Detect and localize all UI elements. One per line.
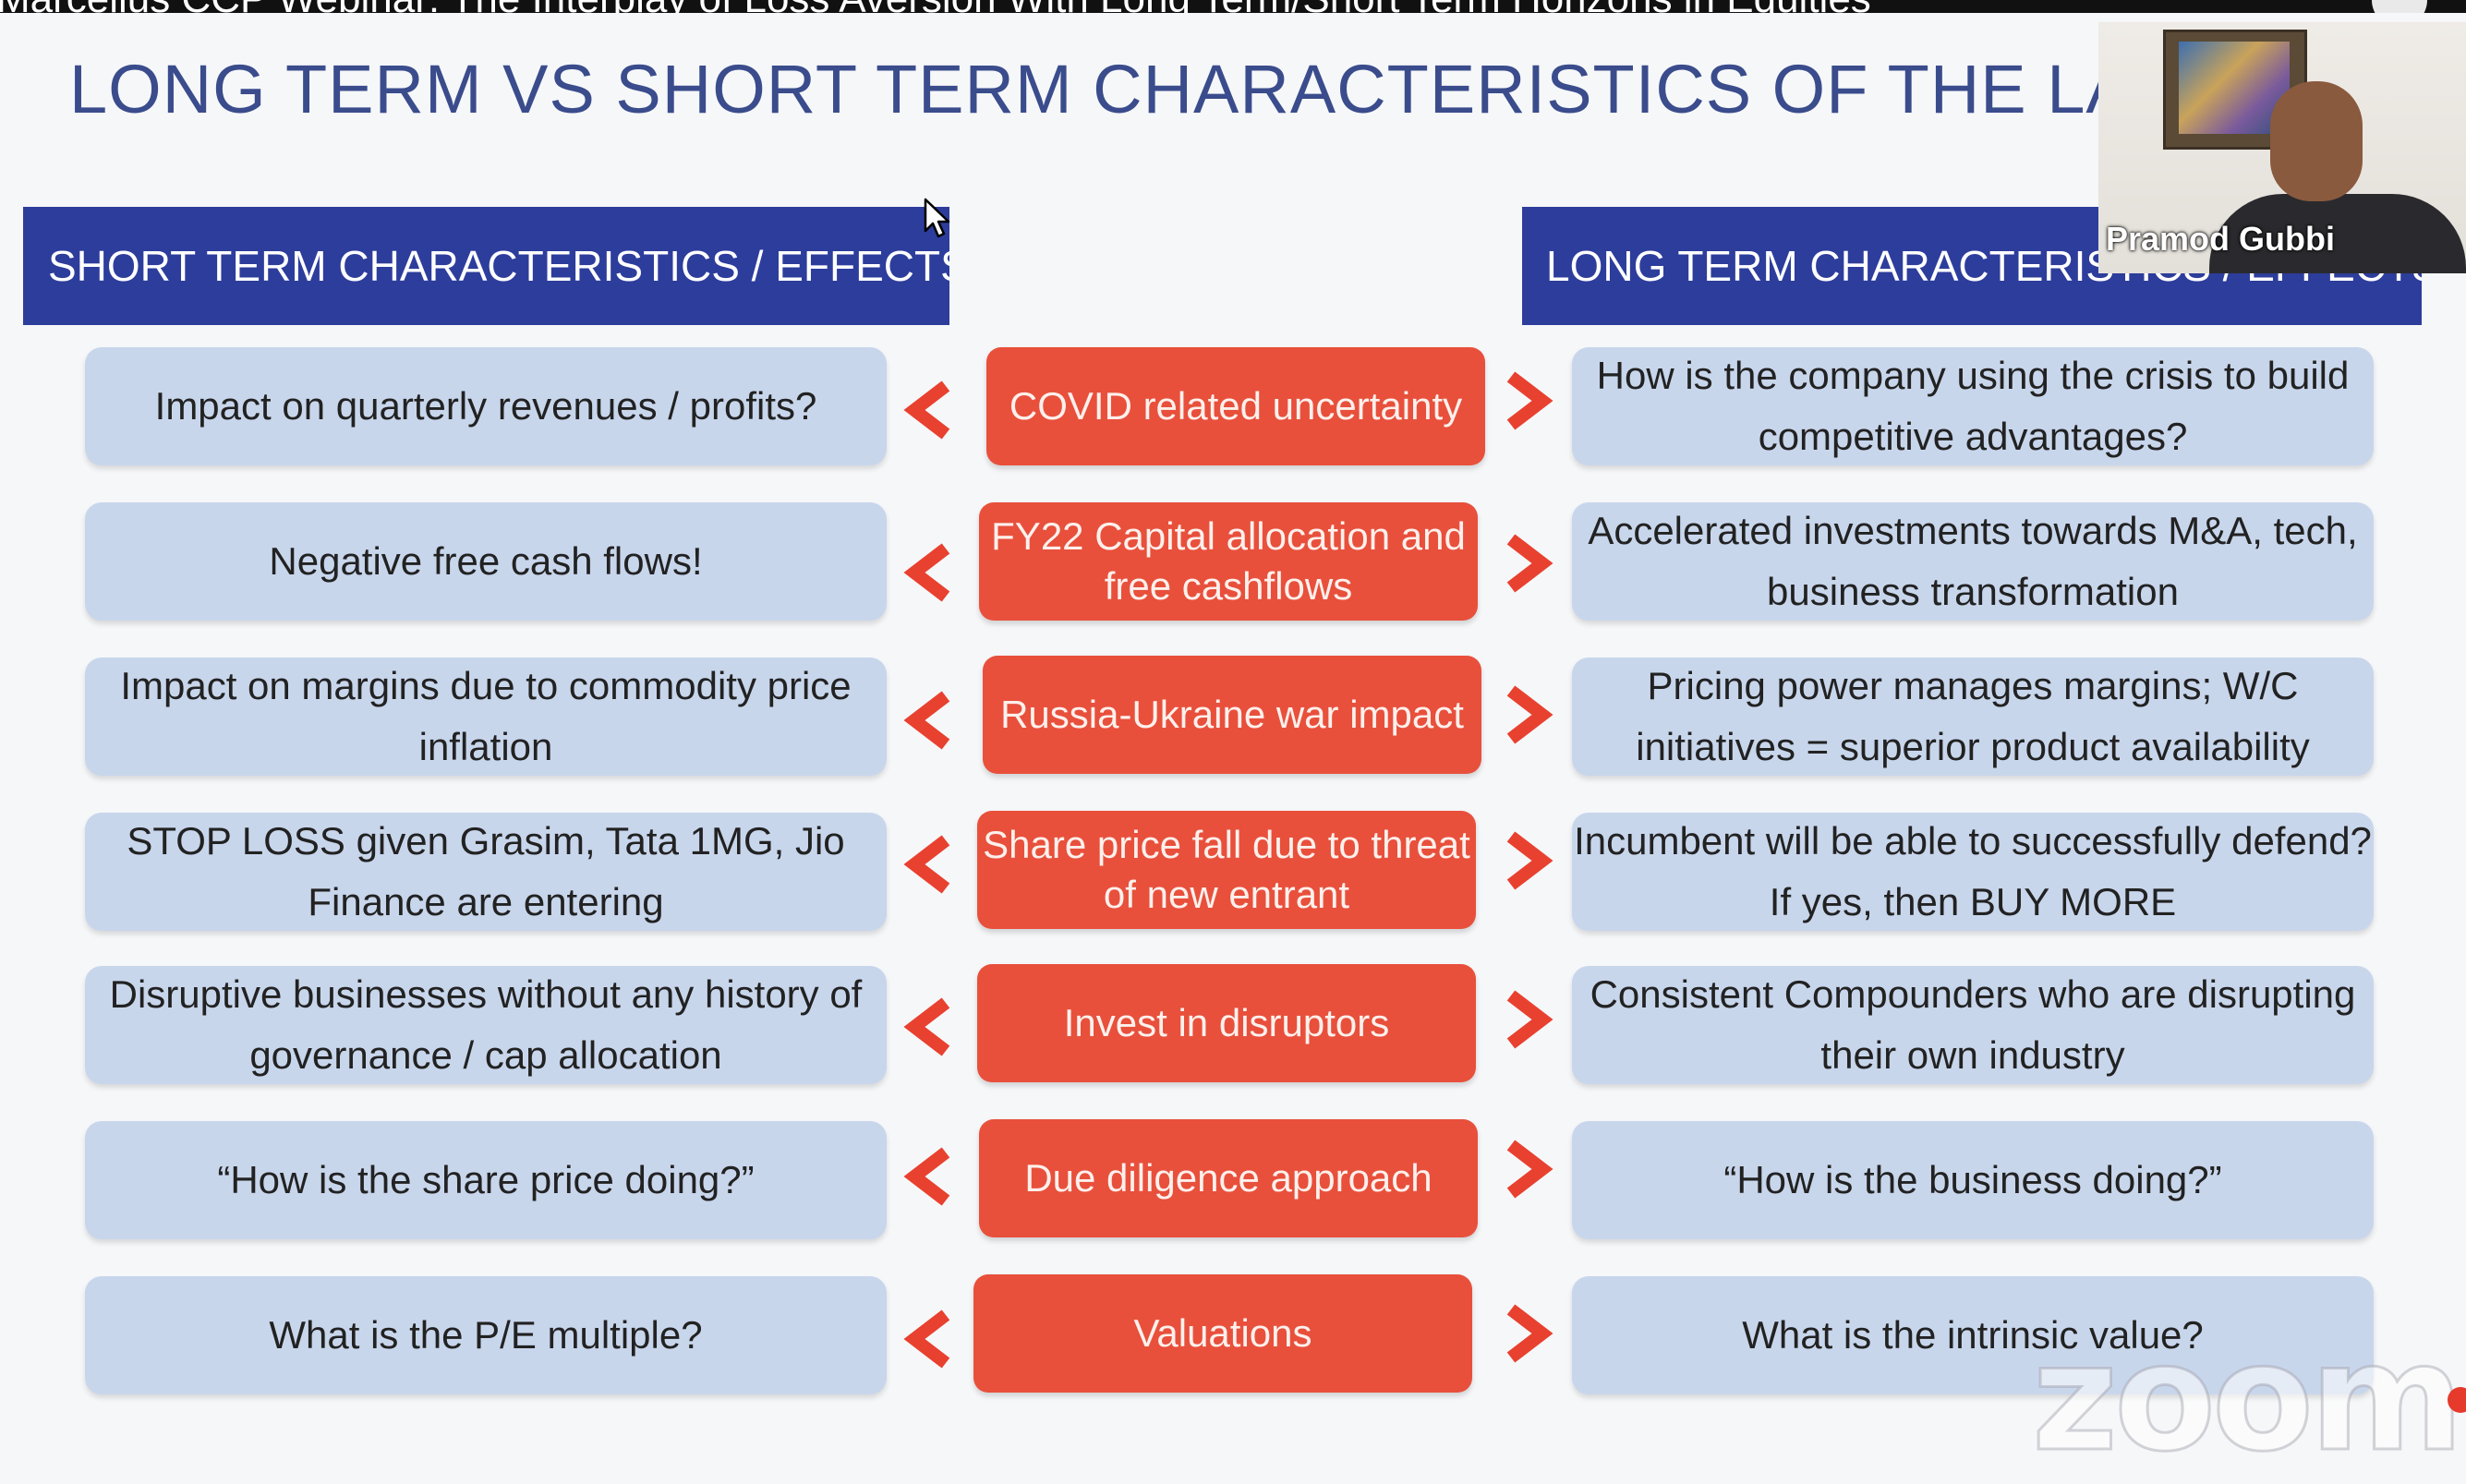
long-term-item: Pricing power manages margins; W/C initi… <box>1572 658 2374 776</box>
short-term-header: SHORT TERM CHARACTERISTICS / EFFECTS <box>23 207 949 325</box>
chevron-right-icon <box>1500 685 1555 744</box>
chevron-right-icon <box>1500 831 1555 890</box>
participant-head <box>2270 81 2363 201</box>
middle-theme: Russia-Ukraine war impact <box>983 656 1481 774</box>
long-term-item: Incumbent will be able to successfully d… <box>1572 813 2374 931</box>
participant-body <box>2209 194 2466 273</box>
chevron-left-icon <box>901 1309 957 1369</box>
video-title-bar: Marcellus CCP Webinar: The Interplay of … <box>0 0 2466 13</box>
short-term-item: What is the P/E multiple? <box>85 1276 887 1394</box>
long-term-item: How is the company using the crisis to b… <box>1572 347 2374 465</box>
short-term-item: Disruptive businesses without any histor… <box>85 966 887 1084</box>
video-menu-button[interactable] <box>2372 0 2427 13</box>
long-term-item: “How is the business doing?” <box>1572 1121 2374 1239</box>
chevron-left-icon <box>901 691 957 750</box>
recording-dot-icon <box>2448 1387 2466 1413</box>
wall-picture-frame <box>2163 30 2307 150</box>
short-term-item: STOP LOSS given Grasim, Tata 1MG, Jio Fi… <box>85 813 887 931</box>
middle-theme: Invest in disruptors <box>977 964 1476 1082</box>
chevron-right-icon <box>1500 1304 1555 1363</box>
middle-theme: Valuations <box>973 1274 1472 1393</box>
long-term-item: Consistent Compounders who are disruptin… <box>1572 966 2374 1084</box>
short-term-item: Impact on quarterly revenues / profits? <box>85 347 887 465</box>
middle-theme: COVID related uncertainty <box>986 347 1485 465</box>
chevron-left-icon <box>901 380 957 440</box>
video-title: Marcellus CCP Webinar: The Interplay of … <box>0 0 1871 13</box>
chevron-right-icon <box>1500 371 1555 430</box>
chevron-right-icon <box>1500 990 1555 1049</box>
slide-title: LONG TERM VS SHORT TERM CHARACTERISTICS … <box>69 51 2120 127</box>
short-term-item: Impact on margins due to commodity price… <box>85 658 887 776</box>
chevron-left-icon <box>901 997 957 1056</box>
long-term-item: What is the intrinsic value? <box>1572 1276 2374 1394</box>
chevron-left-icon <box>901 543 957 602</box>
chevron-right-icon <box>1500 534 1555 593</box>
participant-name: Pramod Gubbi <box>2106 220 2336 258</box>
zoom-watermark: zoom <box>2031 1310 2466 1484</box>
participant-video-thumbnail[interactable]: Pramod Gubbi <box>2098 22 2466 273</box>
short-term-item: Negative free cash flows! <box>85 502 887 621</box>
long-term-item: Accelerated investments towards M&A, tec… <box>1572 502 2374 621</box>
middle-theme: Due diligence approach <box>979 1119 1478 1237</box>
mouse-cursor-icon <box>924 198 950 238</box>
middle-theme: Share price fall due to threat of new en… <box>977 811 1476 929</box>
chevron-right-icon <box>1500 1140 1555 1199</box>
middle-theme: FY22 Capital allocation and free cashflo… <box>979 502 1478 621</box>
chevron-left-icon <box>901 835 957 894</box>
short-term-item: “How is the share price doing?” <box>85 1121 887 1239</box>
chevron-left-icon <box>901 1147 957 1206</box>
